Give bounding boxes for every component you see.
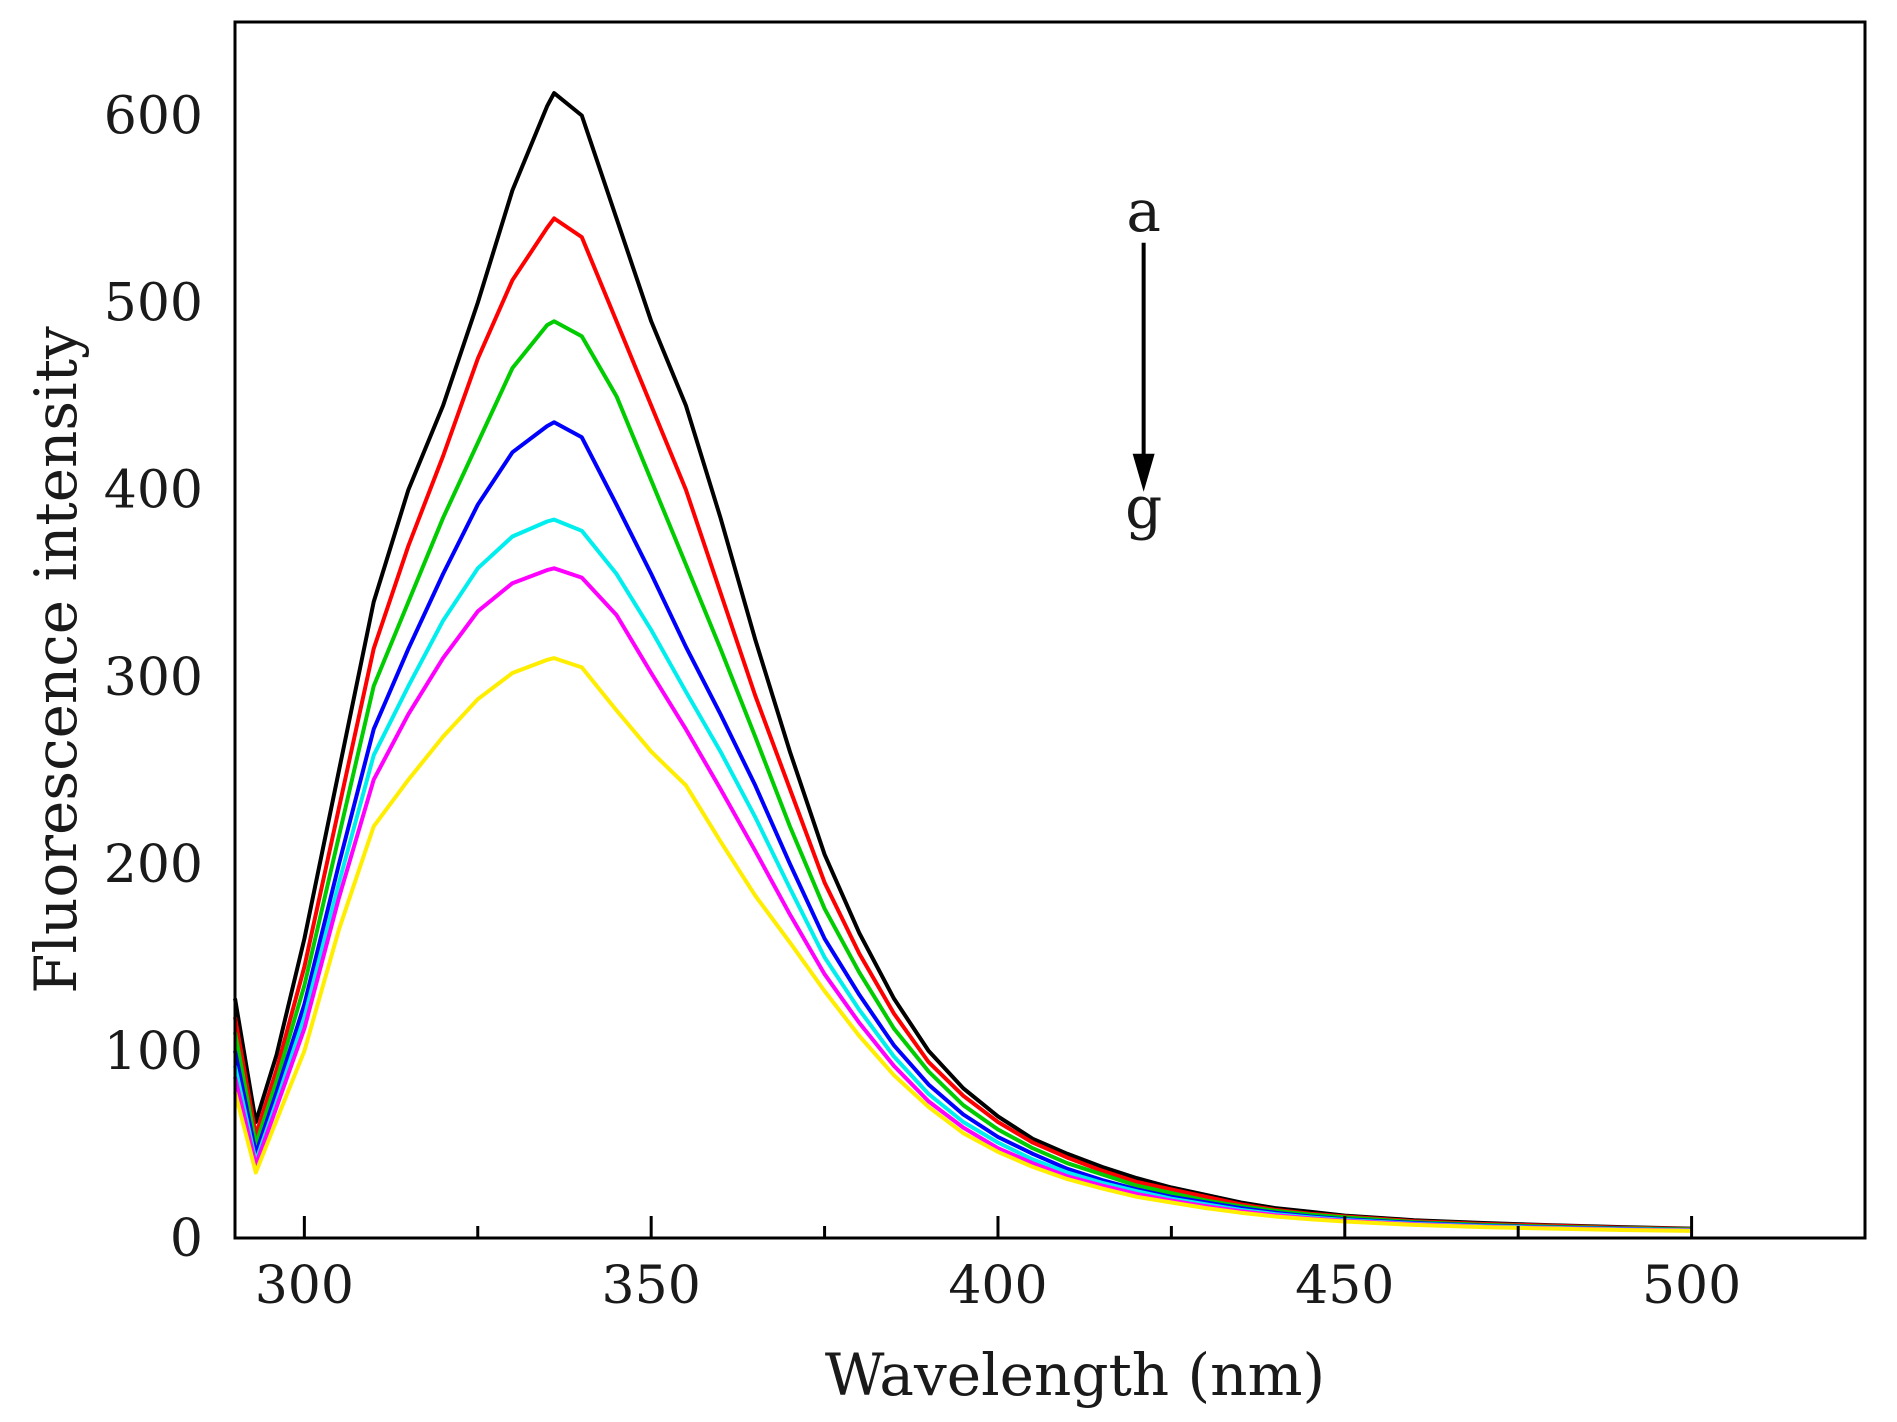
series-line-g xyxy=(233,656,1692,1233)
x-axis-ticks: 300 350 400 450 500 xyxy=(255,1216,1741,1316)
y-tick-label: 100 xyxy=(104,1022,203,1082)
x-tick-label: 300 xyxy=(255,1256,354,1316)
annotation-arrow-group: a g xyxy=(1125,177,1162,542)
y-tick-label: 200 xyxy=(104,835,203,895)
annotation-label-g: g xyxy=(1125,474,1162,542)
series-lines xyxy=(233,91,1692,1233)
x-tick-label: 500 xyxy=(1642,1256,1741,1316)
y-axis-title: Fluorescence intensity xyxy=(22,326,90,994)
series-line-e xyxy=(233,517,1692,1233)
x-tick-label: 400 xyxy=(948,1256,1047,1316)
x-tick-label: 350 xyxy=(602,1256,701,1316)
plot-frame xyxy=(233,20,1867,1240)
x-tick-label: 450 xyxy=(1295,1256,1394,1316)
axes xyxy=(233,20,1867,1240)
arrow-head-icon xyxy=(1132,453,1155,492)
series-line-a xyxy=(233,91,1692,1231)
y-tick-label: 400 xyxy=(104,461,203,521)
y-axis-ticks: 0 100 200 300 400 500 600 xyxy=(104,87,203,1269)
y-tick-label: 500 xyxy=(104,274,203,334)
y-tick-label: 300 xyxy=(104,648,203,708)
x-axis-title: Wavelength (nm) xyxy=(825,1341,1325,1409)
y-tick-label: 600 xyxy=(104,87,203,147)
annotation-label-a: a xyxy=(1126,177,1161,245)
series-line-d xyxy=(233,420,1692,1232)
y-tick-label: 0 xyxy=(170,1209,203,1269)
